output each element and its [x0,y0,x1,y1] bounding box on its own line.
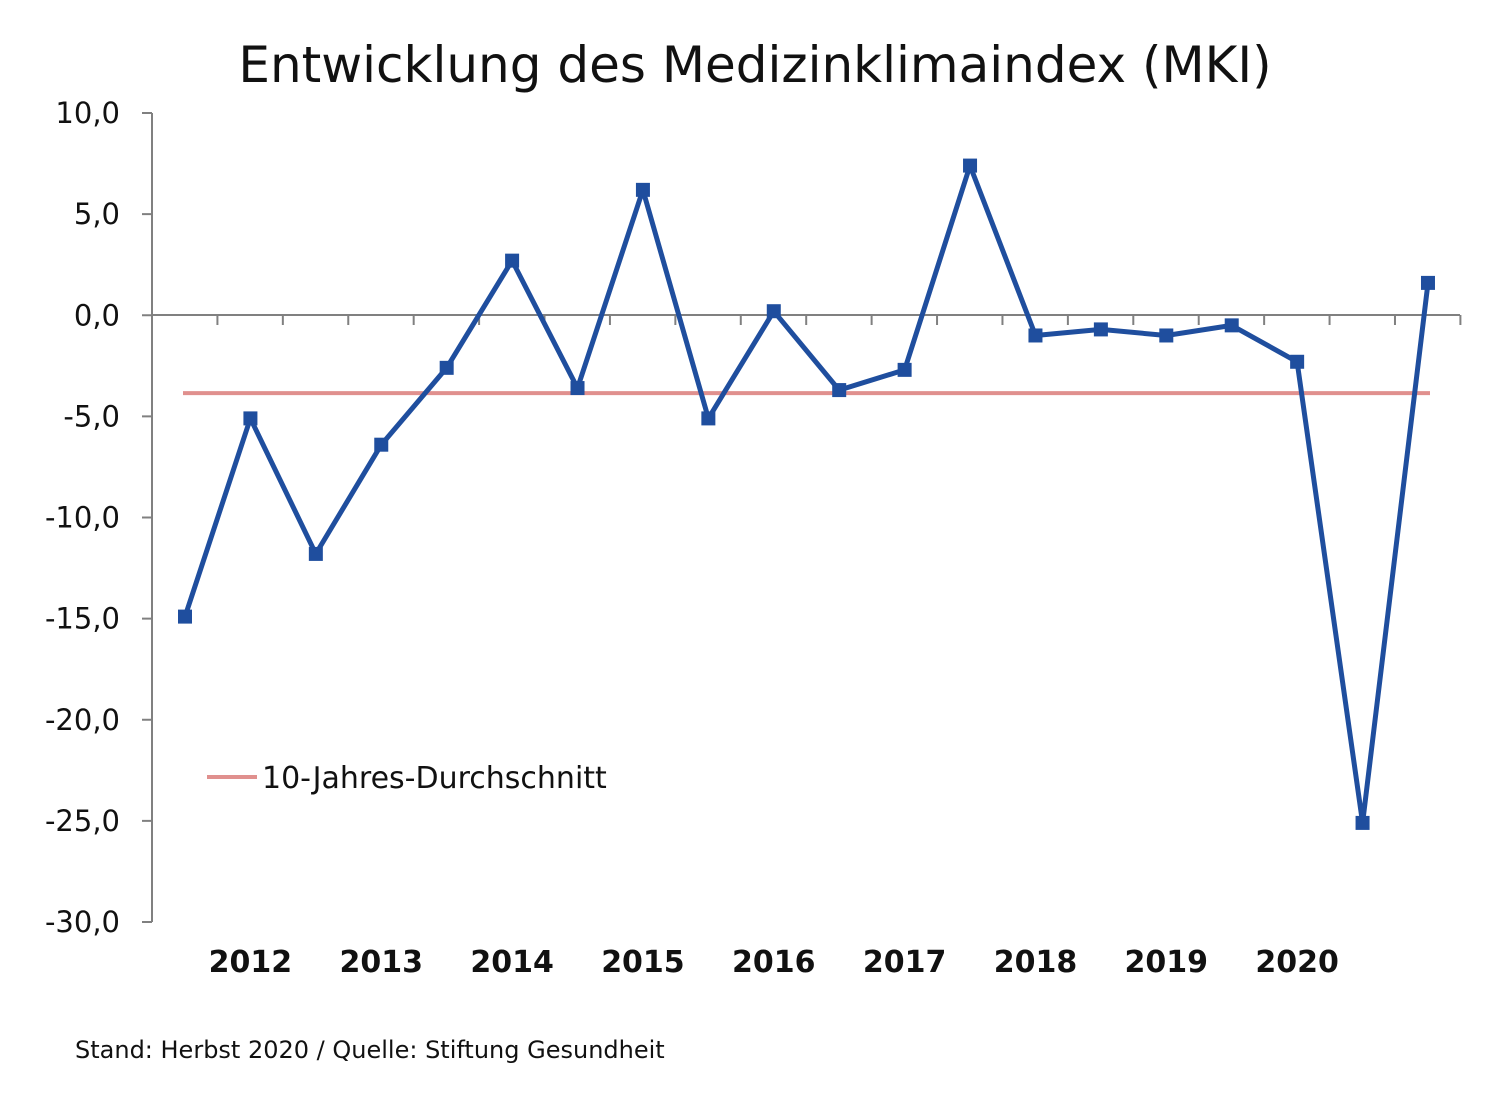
source-note: Stand: Herbst 2020 / Quelle: Stiftung Ge… [75,1036,665,1064]
mki-data-point [635,182,650,197]
y-tick-label: 0,0 [74,298,120,332]
mki-data-point [374,437,389,452]
legend: 10-Jahres-Durchschnitt [207,761,607,796]
y-tick-label: 5,0 [74,197,120,231]
mki-data-point [963,158,978,173]
x-tick-label: 2018 [994,945,1078,980]
x-tick-label: 2012 [209,945,293,980]
y-tick-label: -5,0 [63,399,120,433]
mki-data-point [1028,328,1043,343]
mki-data-point [897,362,912,377]
mki-data-point [1224,318,1239,333]
y-tick-label: -10,0 [45,501,120,535]
mki-data-point [505,253,520,268]
x-tick-label: 2015 [601,945,685,980]
mki-data-point [570,381,585,396]
x-tick-label: 2016 [732,945,816,980]
y-tick-label: -25,0 [45,804,120,838]
mki-data-point [701,411,716,426]
x-tick-label: 2019 [1125,945,1209,980]
mki-data-point [439,360,454,375]
mki-data-point [832,383,847,398]
x-tick-label: 2014 [470,945,554,980]
chart-title: Entwicklung des Medizinklimaindex (MKI) [238,36,1271,94]
mki-data-point [766,304,781,319]
mki-data-point [1159,328,1174,343]
mki-data-point [1093,322,1108,337]
y-tick-label: -20,0 [45,703,120,737]
y-tick-label: -30,0 [45,905,120,939]
y-tick-label: 10,0 [55,96,120,130]
y-tick-label: -15,0 [45,602,120,636]
x-tick-label: 2017 [863,945,947,980]
x-tick-label: 2013 [340,945,424,980]
mki-data-point [1355,815,1370,830]
legend-label-average: 10-Jahres-Durchschnitt [262,761,607,796]
mki-data-point [1290,354,1305,369]
mki-data-point [308,546,323,561]
mki-series-line [182,163,1431,826]
mki-data-point [1420,275,1435,290]
mki-data-point [243,411,258,426]
x-tick-label: 2020 [1255,945,1339,980]
axes: 10,0 5,0 0,0 -5,0 -10,0 -15,0 -20,0 -25,0 -30,0 2… [45,96,1462,980]
mki-data-point [178,609,192,624]
series-layer [178,158,1435,830]
